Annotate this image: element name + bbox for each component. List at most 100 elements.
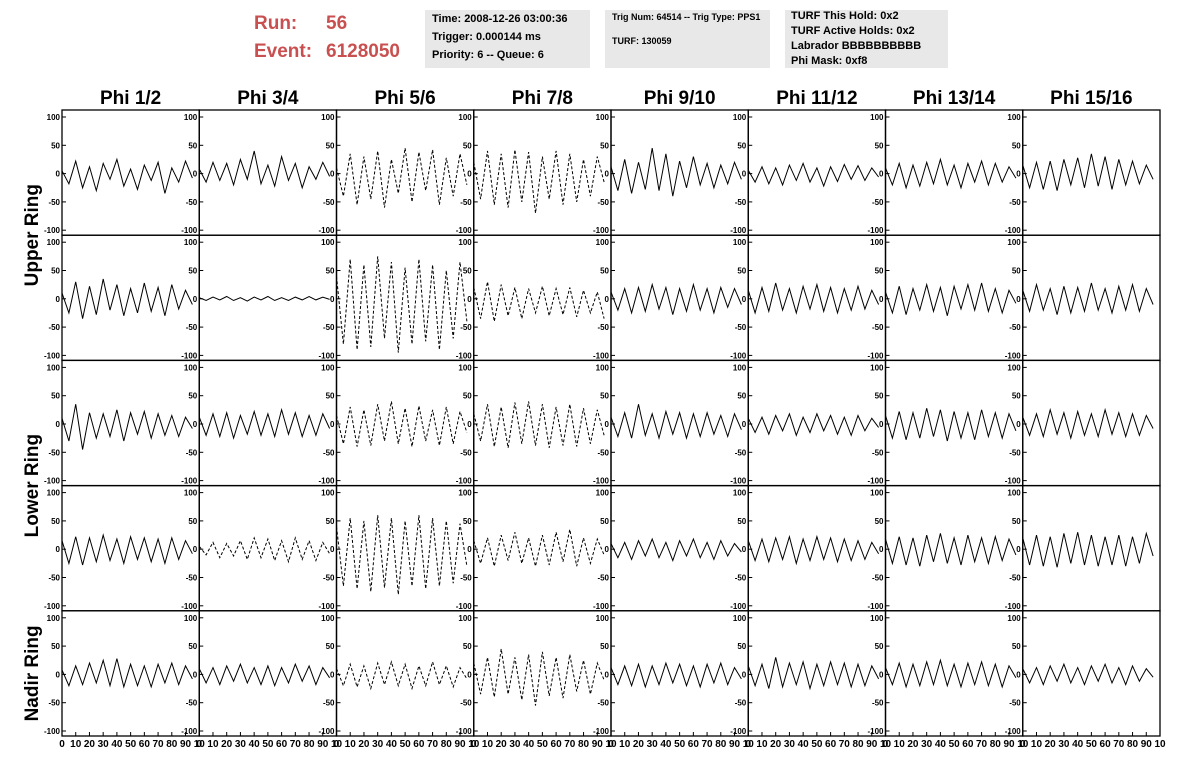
y-tick-label: 100 (184, 489, 198, 498)
x-tick-label: 0 (745, 739, 751, 750)
y-tick-label: 50 (463, 141, 472, 150)
y-tick-label: 100 (1007, 113, 1021, 122)
y-tick-label: 0 (605, 670, 610, 679)
y-tick-label: -50 (735, 699, 747, 708)
x-tick-label: 40 (249, 739, 261, 750)
x-tick-label: 90 (1003, 739, 1015, 750)
column-header: Phi 7/8 (512, 88, 573, 109)
x-tick-label: 20 (770, 739, 782, 750)
waveform (336, 660, 468, 691)
panel-frame (61, 359, 200, 487)
y-tick-label: 0 (742, 170, 747, 179)
x-tick-label: 60 (276, 739, 288, 750)
panel-frame (198, 109, 338, 236)
y-tick-label: -50 (323, 198, 335, 207)
y-tick-label: 0 (742, 420, 747, 429)
y-tick-label: -50 (186, 699, 198, 708)
y-tick-label: -100 (867, 226, 884, 235)
y-tick-label: 50 (188, 392, 197, 401)
y-tick-label: -50 (872, 448, 884, 457)
y-tick-label: 0 (56, 420, 61, 429)
panel-frame (610, 484, 749, 612)
y-tick-label: -100 (318, 351, 335, 360)
y-tick-label: -100 (730, 226, 747, 235)
y-tick-label: 0 (879, 545, 884, 554)
panel-frame (747, 484, 887, 612)
y-tick-label: 0 (193, 295, 198, 304)
x-tick-label: 40 (386, 739, 398, 750)
waveform (747, 657, 880, 691)
y-tick-label: 0 (605, 545, 610, 554)
x-tick-label: 10 (756, 739, 768, 750)
y-tick-label: 0 (330, 545, 335, 554)
y-tick-label: 50 (51, 392, 60, 401)
x-tick-label: 20 (1045, 739, 1057, 750)
y-tick-label: -100 (318, 727, 335, 736)
y-tick-label: -50 (48, 323, 60, 332)
x-tick-label: 40 (1072, 739, 1084, 750)
panel-frame (747, 234, 887, 362)
y-tick-label: 50 (737, 517, 746, 526)
y-tick-label: 0 (330, 170, 335, 179)
x-tick-label: 0 (883, 739, 889, 750)
x-tick-label: 90 (317, 739, 329, 750)
y-tick-label: 100 (733, 489, 747, 498)
y-tick-label: 50 (188, 141, 197, 150)
x-tick-label: 60 (962, 739, 974, 750)
y-tick-label: 50 (463, 642, 472, 651)
y-tick-label: -100 (44, 226, 61, 235)
y-tick-label: 0 (193, 420, 198, 429)
y-tick-label: 100 (458, 614, 472, 623)
y-tick-label: -50 (597, 699, 609, 708)
y-tick-label: 100 (458, 489, 472, 498)
x-tick-label: 30 (647, 739, 659, 750)
x-tick-label: 0 (196, 739, 202, 750)
x-tick-label: 10 (605, 739, 617, 750)
y-tick-label: -50 (735, 198, 747, 207)
x-tick-label: 80 (715, 739, 727, 750)
y-tick-label: 50 (737, 642, 746, 651)
x-tick-label: 50 (125, 739, 137, 750)
x-tick-label: 50 (262, 739, 274, 750)
y-tick-label: -100 (181, 602, 198, 611)
event-label: Event: (254, 41, 312, 62)
y-tick-label: -50 (872, 323, 884, 332)
y-tick-label: 50 (600, 267, 609, 276)
x-tick-label: 30 (1058, 739, 1070, 750)
y-tick-label: 50 (463, 267, 472, 276)
x-tick-label: 90 (866, 739, 878, 750)
y-tick-label: 0 (879, 170, 884, 179)
info-text: Labrador BBBBBBBBBB (791, 40, 921, 52)
y-tick-label: 50 (600, 642, 609, 651)
y-tick-label: -50 (460, 323, 472, 332)
x-tick-label: 0 (334, 739, 340, 750)
y-tick-label: -100 (730, 602, 747, 611)
waveform (1022, 662, 1154, 686)
y-tick-label: -50 (48, 198, 60, 207)
y-tick-label: -100 (181, 351, 198, 360)
panel-frame (884, 610, 1024, 737)
waveform (473, 281, 605, 322)
y-tick-label: 50 (1012, 517, 1021, 526)
x-tick-label: 60 (825, 739, 837, 750)
y-tick-label: 100 (47, 614, 61, 623)
y-tick-label: 50 (51, 642, 60, 651)
waveform (747, 412, 880, 437)
panel-frame (198, 234, 338, 362)
y-tick-label: -50 (186, 448, 198, 457)
y-tick-label: 100 (870, 363, 884, 372)
x-tick-label: 80 (166, 739, 178, 750)
x-tick-label: 0 (471, 739, 477, 750)
y-tick-label: -50 (1009, 323, 1021, 332)
y-tick-label: 0 (1016, 295, 1021, 304)
y-tick-label: 50 (600, 141, 609, 150)
y-tick-label: 100 (458, 113, 472, 122)
panel-frame (198, 610, 338, 737)
info-text: Phi Mask: 0xf8 (791, 55, 867, 67)
x-tick-label: 50 (537, 739, 549, 750)
y-tick-label: -100 (44, 477, 61, 486)
y-tick-label: 0 (605, 170, 610, 179)
x-tick-label: 70 (290, 739, 302, 750)
y-tick-label: 100 (47, 489, 61, 498)
